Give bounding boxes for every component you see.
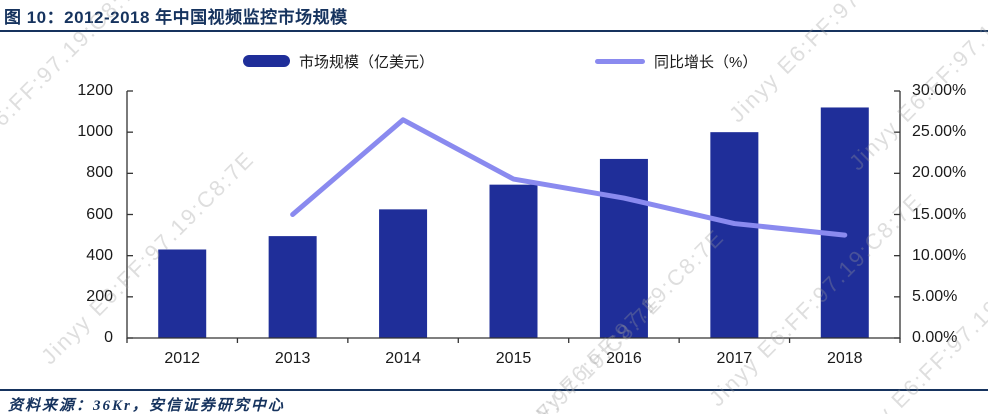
left-axis-tick-label: 200 [86,287,113,305]
growth-line [290,117,848,238]
x-axis-label-2013: 2013 [274,350,311,367]
bar-2015 [489,184,538,338]
left-axis-tick-label: 0 [104,329,113,346]
right-axis-tick-label: 15.00% [912,205,967,223]
figure-title: 图 10：2012-2018 年中国视频监控市场规模 [4,8,348,27]
left-axis-tick-label: 1200 [77,82,113,99]
x-axis-label-2017: 2017 [716,350,753,367]
left-axis-tick-label: 1000 [77,123,113,141]
bar-2018 [820,107,869,338]
bar-2017 [710,132,759,338]
x-axis-label-2016: 2016 [606,350,642,367]
bar-2012 [158,249,207,338]
legend-item-growth: 同比增长（%） [595,50,757,72]
right-axis-tick-label: 30.00% [912,82,967,99]
right-axis-tick-label: 25.00% [912,123,967,141]
legend-label-market: 市场规模（亿美元） [299,53,435,71]
bar-2014 [379,209,428,338]
source-rule [0,389,988,391]
source-text: 资料来源：36Kr，安信证券研究中心 [8,398,285,414]
legend-label-growth: 同比增长（%） [654,53,758,71]
line-legend-swatch [595,58,645,64]
x-axis-label-2012: 2012 [164,350,200,367]
bar-2016 [599,158,648,338]
right-axis-tick-label: 10.00% [912,246,967,264]
right-axis-tick-label: 5.00% [912,287,958,305]
bar-2013 [268,236,317,338]
left-axis-tick-label: 400 [86,246,113,264]
x-axis-label-2015: 2015 [495,350,532,367]
bar-legend-swatch [243,55,290,67]
legend-item-market: 市场规模（亿美元） [243,50,434,72]
x-axis-label-2018: 2018 [826,350,863,367]
right-axis-tick-label: 0.00% [912,329,958,346]
title-rule [0,30,988,32]
right-axis-tick-label: 20.00% [912,164,967,182]
left-axis-tick-label: 600 [86,205,113,223]
left-axis-tick-label: 800 [86,164,113,182]
x-axis-label-2014: 2014 [385,350,421,367]
